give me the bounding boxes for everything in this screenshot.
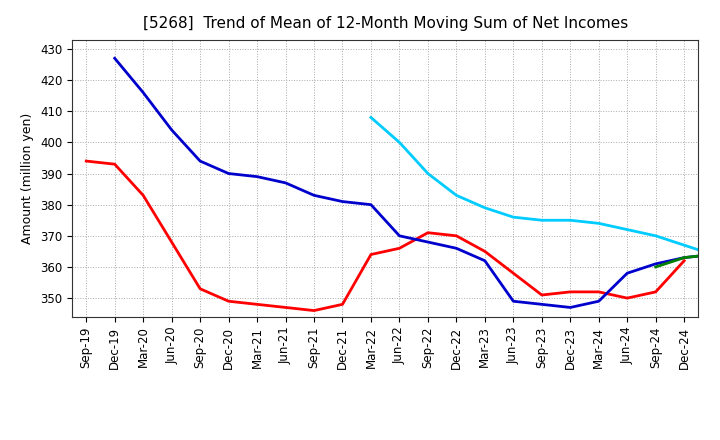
Y-axis label: Amount (million yen): Amount (million yen): [22, 113, 35, 244]
Title: [5268]  Trend of Mean of 12-Month Moving Sum of Net Incomes: [5268] Trend of Mean of 12-Month Moving …: [143, 16, 628, 32]
